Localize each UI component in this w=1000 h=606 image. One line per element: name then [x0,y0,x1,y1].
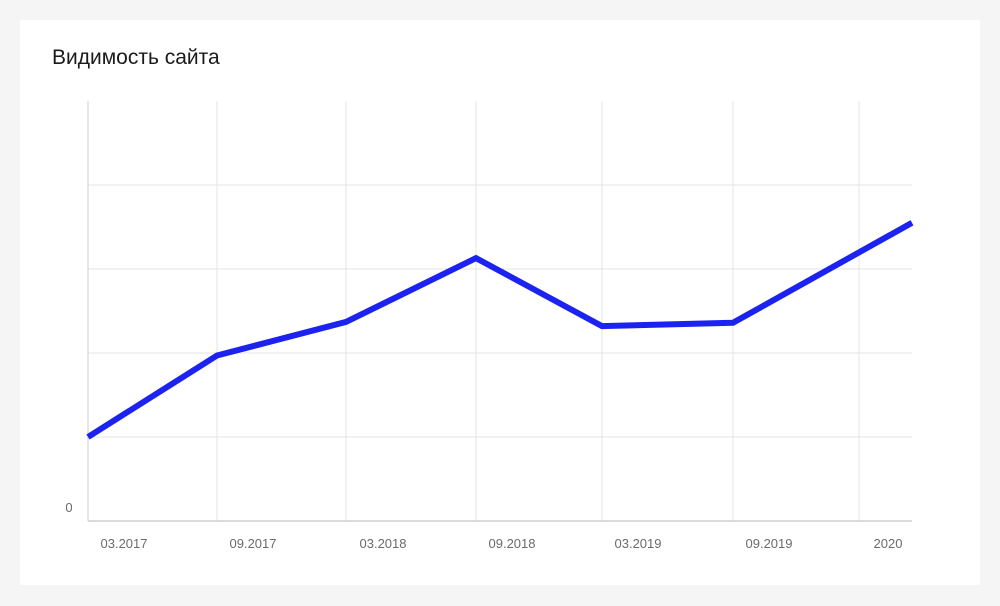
x-tick-label: 09.2019 [746,536,793,551]
series-line [86,220,914,440]
axes-layer [87,101,912,522]
x-tick-label: 03.2017 [101,536,148,551]
x-tick-label: 03.2018 [360,536,407,551]
series-layer [86,220,914,440]
x-tick-label: 09.2017 [230,536,277,551]
x-tick-label: 03.2019 [615,536,662,551]
y-tick-labels: 0 [65,500,72,515]
chart-title: Видимость сайта [52,46,220,69]
y-tick-label: 0 [65,500,72,515]
x-tick-labels: 03.2017 09.2017 03.2018 09.2018 03.2019 09.20… [101,536,903,551]
x-tick-label: 2020 [874,536,903,551]
x-tick-label: 09.2018 [489,536,536,551]
chart-card [20,20,980,585]
grid-layer [87,101,912,521]
